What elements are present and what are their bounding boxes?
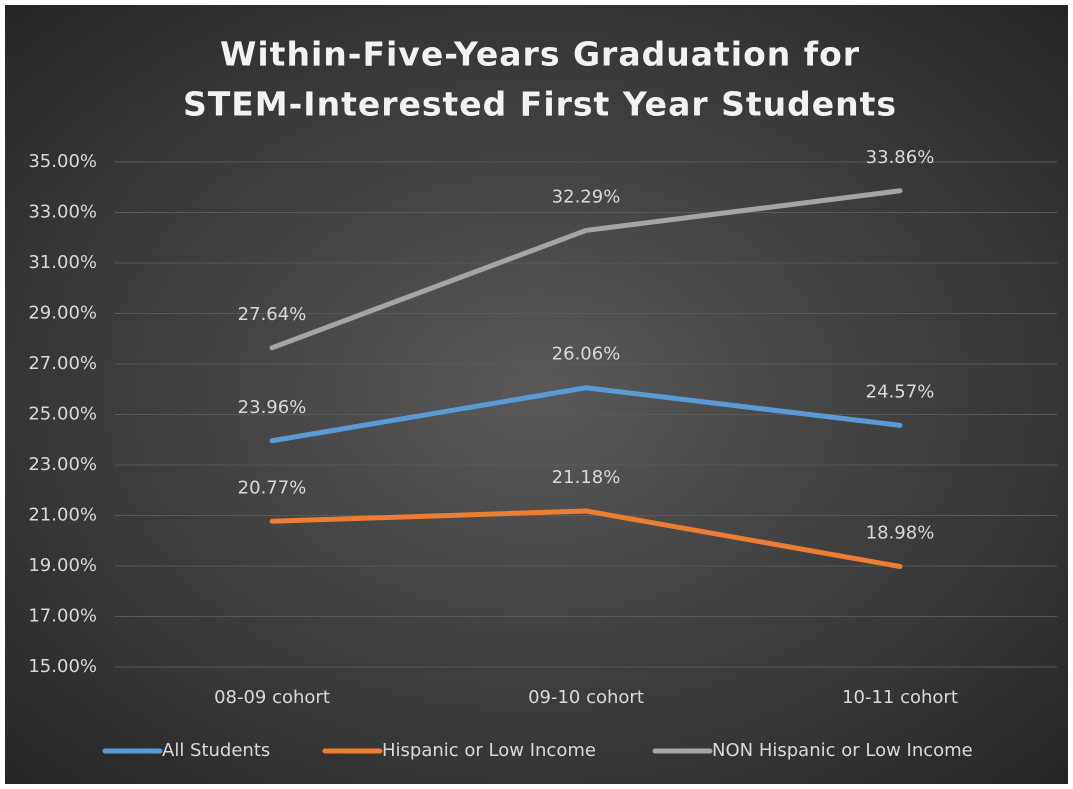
x-tick-label: 09-10 cohort	[528, 687, 644, 708]
data-label: 23.96%	[238, 397, 307, 418]
data-label: 21.18%	[552, 467, 621, 488]
y-tick-label: 35.00%	[28, 151, 97, 172]
y-tick-label: 33.00%	[28, 202, 97, 223]
data-label: 26.06%	[552, 344, 621, 365]
y-tick-label: 29.00%	[28, 303, 97, 324]
series-line	[269, 508, 903, 570]
y-tick-label: 23.00%	[28, 454, 97, 475]
data-label: 27.64%	[238, 304, 307, 325]
series-line	[269, 188, 903, 351]
data-label: 18.98%	[866, 523, 935, 544]
x-tick-label: 08-09 cohort	[214, 687, 330, 708]
legend-label: NON Hispanic or Low Income	[712, 740, 973, 761]
y-tick-label: 27.00%	[28, 353, 97, 374]
y-tick-label: 31.00%	[28, 252, 97, 273]
legend-label: Hispanic or Low Income	[382, 740, 596, 761]
legend-label: All Students	[162, 740, 270, 761]
data-label: 20.77%	[238, 477, 307, 498]
series-line	[269, 385, 903, 444]
x-tick-label: 10-11 cohort	[842, 687, 958, 708]
y-tick-label: 17.00%	[28, 606, 97, 627]
y-tick-label: 15.00%	[28, 656, 97, 677]
y-tick-label: 25.00%	[28, 404, 97, 425]
data-label: 33.86%	[866, 147, 935, 168]
chart-title: STEM-Interested First Year Students	[183, 85, 897, 124]
data-label: 32.29%	[552, 186, 621, 207]
y-tick-label: 21.00%	[28, 505, 97, 526]
y-tick-label: 19.00%	[28, 555, 97, 576]
chart-title: Within-Five-Years Graduation for	[220, 35, 860, 74]
data-label: 24.57%	[866, 381, 935, 402]
